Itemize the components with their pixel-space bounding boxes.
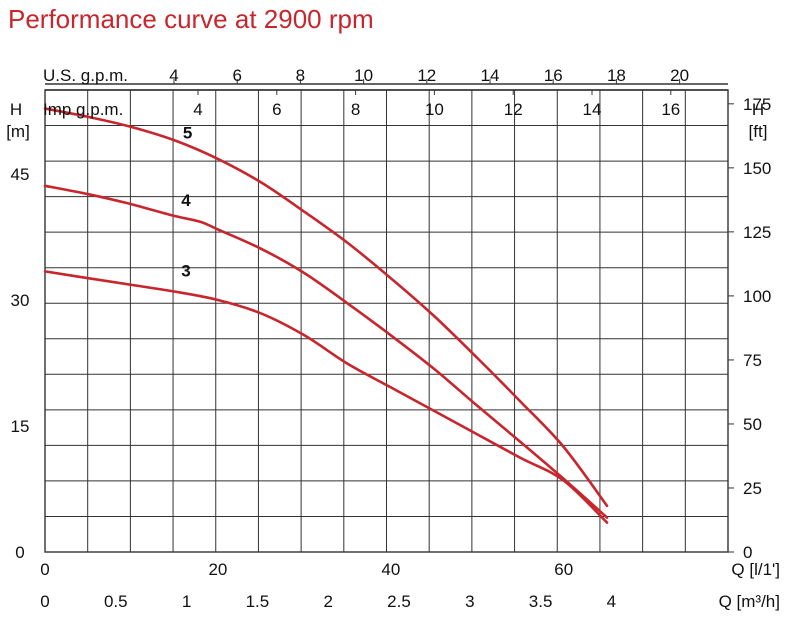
us-gpm-tick-label: 18 bbox=[607, 66, 626, 85]
m3h-tick-label: 3.5 bbox=[529, 592, 553, 611]
m3h-tick-label: 0.5 bbox=[104, 592, 128, 611]
m3h-axis-label: Q [m³/h] bbox=[719, 592, 780, 611]
plot-frame bbox=[44, 89, 729, 553]
lpm-tick-label: 60 bbox=[554, 560, 573, 579]
right-axis-tick-label: 100 bbox=[743, 287, 771, 306]
m3h-tick-label: 2.5 bbox=[387, 592, 411, 611]
right-axis-tick-label: 75 bbox=[743, 351, 762, 370]
left-axis-title: H bbox=[10, 100, 22, 119]
us-gpm-tick-label: 4 bbox=[169, 66, 178, 85]
us-gpm-axis-label: U.S. g.p.m. bbox=[43, 66, 128, 85]
imp-gpm-tick-label: 10 bbox=[425, 100, 444, 119]
curves bbox=[43, 107, 609, 524]
grid bbox=[44, 79, 734, 553]
curve-label-3: 3 bbox=[181, 261, 190, 280]
lpm-tick-label: 40 bbox=[381, 560, 400, 579]
lpm-tick-label: 20 bbox=[208, 560, 227, 579]
left-axis-tick-label: 30 bbox=[11, 291, 30, 310]
m3h-tick-label: 4 bbox=[607, 592, 616, 611]
left-axis-unit: [m] bbox=[6, 122, 30, 141]
m3h-tick-label: 1.5 bbox=[246, 592, 270, 611]
us-gpm-tick-label: 10 bbox=[354, 66, 373, 85]
m3h-tick-label: 3 bbox=[465, 592, 474, 611]
right-axis-tick-label: 125 bbox=[743, 223, 771, 242]
us-gpm-tick-label: 6 bbox=[232, 66, 241, 85]
us-gpm-tick-label: 16 bbox=[544, 66, 563, 85]
curve-label-4: 4 bbox=[181, 191, 191, 210]
lpm-tick-label: 0 bbox=[40, 560, 49, 579]
curve-label-5: 5 bbox=[183, 124, 192, 143]
us-gpm-tick-label: 12 bbox=[417, 66, 436, 85]
right-axis-title: H bbox=[752, 100, 764, 119]
imp-gpm-tick-label: 12 bbox=[504, 100, 523, 119]
curve-5 bbox=[43, 107, 609, 508]
left-axis-tick-label: 15 bbox=[11, 417, 30, 436]
m3h-tick-label: 1 bbox=[182, 592, 191, 611]
m3h-tick-label: 2 bbox=[323, 592, 332, 611]
curve-3 bbox=[43, 270, 609, 524]
left-axis-tick-label: 45 bbox=[11, 165, 30, 184]
imp-gpm-axis-label: Imp g.p.m. bbox=[43, 100, 123, 119]
imp-gpm-tick-label: 16 bbox=[661, 100, 680, 119]
imp-gpm-tick-label: 8 bbox=[351, 100, 360, 119]
chart-title: Performance curve at 2900 rpm bbox=[8, 4, 374, 34]
us-gpm-tick-label: 8 bbox=[296, 66, 305, 85]
m3h-tick-label: 0 bbox=[40, 592, 49, 611]
imp-gpm-tick-label: 4 bbox=[193, 100, 202, 119]
right-axis-tick-label: 175 bbox=[743, 95, 771, 114]
us-gpm-tick-label: 20 bbox=[670, 66, 689, 85]
right-axis-tick-label: 150 bbox=[743, 159, 771, 178]
right-axis-tick-label: 0 bbox=[743, 543, 752, 562]
axis-labels: 4 6 8 10 12 14 16 18 20U.S. g.p.m.4 6 8 10 12 14 16Imp… bbox=[6, 66, 780, 611]
lpm-axis-label: Q [l/1'] bbox=[731, 560, 780, 579]
right-axis-tick-label: 25 bbox=[743, 479, 762, 498]
left-axis-tick-label: 0 bbox=[15, 543, 24, 562]
imp-gpm-tick-label: 14 bbox=[583, 100, 602, 119]
right-axis-unit: [ft] bbox=[749, 122, 768, 141]
imp-gpm-tick-label: 6 bbox=[272, 100, 281, 119]
curve-4 bbox=[43, 184, 609, 519]
us-gpm-tick-label: 14 bbox=[481, 66, 500, 85]
right-axis-tick-label: 50 bbox=[743, 415, 762, 434]
